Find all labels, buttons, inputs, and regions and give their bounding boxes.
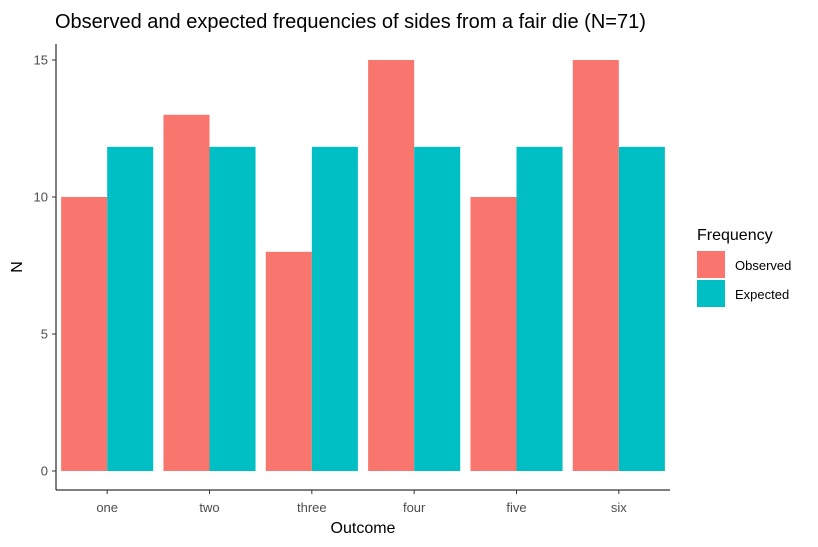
- bar-observed-five: [470, 197, 517, 471]
- x-axis-title: Outcome: [331, 520, 396, 537]
- x-tick-label-four: four: [403, 500, 426, 515]
- legend-swatch-expected: [697, 280, 725, 307]
- bar-expected-two: [209, 146, 256, 472]
- bar-expected-six: [618, 146, 665, 472]
- y-ticks: 0 5 10 15: [34, 53, 56, 479]
- bar-observed-four: [368, 60, 415, 471]
- x-tick-label-six: six: [611, 500, 627, 515]
- y-tick-label: 10: [34, 190, 48, 205]
- legend: Frequency Observed Expected: [697, 227, 791, 307]
- y-tick-label: 0: [41, 464, 48, 479]
- y-axis-title: N: [9, 261, 26, 273]
- bar-expected-one: [107, 146, 154, 472]
- legend-label-expected: Expected: [735, 287, 789, 302]
- bar-observed-six: [572, 60, 619, 471]
- x-tick-label-one: one: [96, 500, 118, 515]
- legend-title: Frequency: [697, 227, 773, 244]
- bar-observed-one: [61, 197, 108, 471]
- x-tick-label-five: five: [506, 500, 526, 515]
- x-tick-label-three: three: [297, 500, 327, 515]
- bar-observed-two: [163, 114, 210, 472]
- legend-label-observed: Observed: [735, 258, 791, 273]
- bar-observed-three: [265, 251, 312, 471]
- bar-expected-three: [311, 146, 358, 472]
- chart-title: Observed and expected frequencies of sid…: [55, 11, 646, 33]
- bar-expected-four: [414, 146, 461, 472]
- bars-layer: [61, 60, 665, 472]
- legend-swatch-observed: [697, 251, 725, 278]
- bar-expected-five: [516, 146, 563, 472]
- y-tick-label: 5: [41, 327, 48, 342]
- y-tick-label: 15: [34, 53, 48, 68]
- x-tick-label-two: two: [199, 500, 219, 515]
- x-ticks: one two three four five six: [96, 490, 627, 515]
